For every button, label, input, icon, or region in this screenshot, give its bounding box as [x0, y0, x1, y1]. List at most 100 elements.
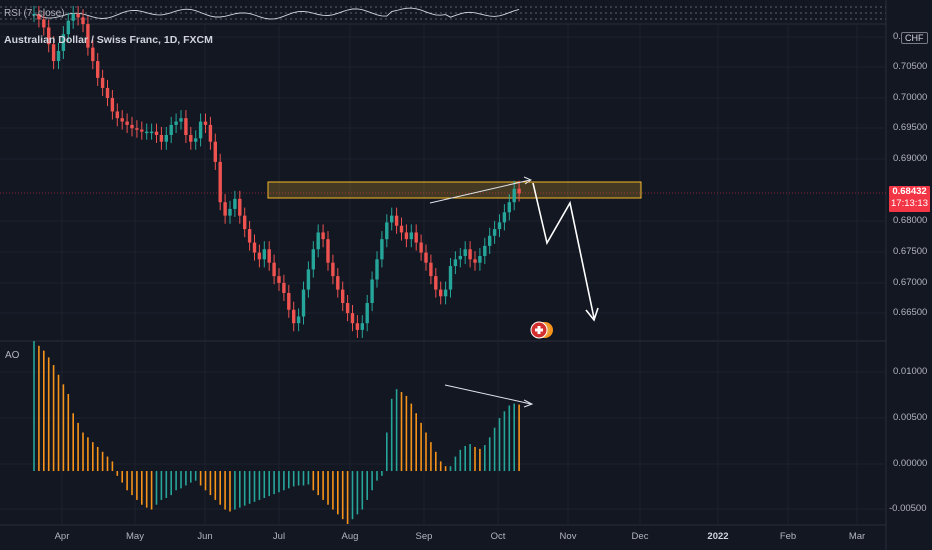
candle-body[interactable]	[419, 242, 423, 253]
candle-body[interactable]	[345, 303, 350, 314]
candle-body[interactable]	[380, 239, 384, 260]
candle-body[interactable]	[76, 14, 80, 18]
candle-body[interactable]	[404, 232, 409, 240]
candle-body[interactable]	[399, 225, 404, 233]
candle-body[interactable]	[184, 118, 188, 135]
candle-body[interactable]	[154, 131, 159, 135]
candle-body[interactable]	[100, 77, 105, 88]
candle-body[interactable]	[252, 242, 257, 253]
candle-body[interactable]	[355, 323, 360, 330]
candle-body[interactable]	[439, 289, 443, 297]
candle-body[interactable]	[331, 262, 335, 277]
candle-body[interactable]	[414, 232, 418, 243]
candle-body[interactable]	[96, 61, 100, 78]
candle-body[interactable]	[512, 188, 516, 203]
candle-body[interactable]	[174, 121, 178, 125]
candle-body[interactable]	[448, 266, 453, 290]
candle-body[interactable]	[91, 47, 95, 62]
candle-body[interactable]	[247, 229, 252, 243]
candle-body[interactable]	[66, 20, 70, 35]
candle-body[interactable]	[336, 276, 340, 290]
candle-body[interactable]	[32, 14, 36, 16]
candle-body[interactable]	[507, 202, 511, 213]
candle-body[interactable]	[365, 303, 369, 324]
candle-body[interactable]	[267, 249, 271, 263]
candle-body[interactable]	[473, 259, 477, 263]
candle-body[interactable]	[301, 289, 306, 317]
trendline-price[interactable]	[429, 179, 531, 204]
candle-body[interactable]	[37, 14, 41, 20]
candle-body[interactable]	[478, 255, 482, 263]
candle-body[interactable]	[341, 289, 345, 304]
candle-body[interactable]	[326, 239, 330, 263]
trendline-ao[interactable]	[444, 384, 532, 405]
candle-body[interactable]	[194, 138, 198, 142]
candle-body[interactable]	[56, 50, 61, 62]
candle-body[interactable]	[296, 316, 301, 324]
candle-body[interactable]	[282, 282, 286, 293]
candle-body[interactable]	[189, 134, 193, 142]
candle-body[interactable]	[179, 118, 183, 122]
candle-body[interactable]	[169, 124, 173, 135]
candle-body[interactable]	[492, 229, 497, 236]
candle-body[interactable]	[86, 24, 90, 48]
candle-body[interactable]	[277, 276, 281, 283]
candle-body[interactable]	[61, 34, 66, 51]
candle-body[interactable]	[292, 309, 296, 324]
candle-body[interactable]	[394, 215, 399, 226]
candle-body[interactable]	[213, 141, 217, 162]
candle-body[interactable]	[468, 249, 472, 260]
candle-body[interactable]	[223, 202, 227, 216]
candle-body[interactable]	[463, 249, 467, 256]
ao-histogram[interactable]	[33, 341, 520, 524]
candle-body[interactable]	[159, 134, 164, 142]
candle-body[interactable]	[233, 198, 237, 209]
candle-body[interactable]	[370, 279, 374, 304]
event-marker-icon[interactable]	[530, 321, 553, 339]
candle-body[interactable]	[316, 232, 320, 250]
projection-arrow[interactable]	[532, 182, 595, 319]
candle-body[interactable]	[434, 276, 438, 290]
candle-body[interactable]	[71, 14, 75, 21]
candle-body[interactable]	[105, 87, 110, 99]
candle-body[interactable]	[164, 134, 168, 142]
candle-body[interactable]	[502, 212, 507, 223]
candle-body[interactable]	[125, 121, 129, 125]
candle-body[interactable]	[375, 259, 379, 280]
candle-body[interactable]	[429, 262, 433, 277]
candle-body[interactable]	[306, 269, 311, 290]
candle-body[interactable]	[458, 255, 462, 260]
candle-body[interactable]	[130, 124, 134, 129]
candle-body[interactable]	[120, 118, 124, 122]
candle-body[interactable]	[81, 17, 85, 25]
candle-body[interactable]	[443, 289, 448, 297]
candle-body[interactable]	[390, 215, 394, 223]
candle-body[interactable]	[51, 44, 56, 62]
candle-body[interactable]	[409, 232, 413, 240]
candle-body[interactable]	[145, 131, 149, 134]
candle-body[interactable]	[42, 19, 46, 28]
candle-body[interactable]	[135, 128, 139, 130]
candle-body[interactable]	[238, 198, 242, 216]
candle-body[interactable]	[149, 131, 154, 134]
candle-body[interactable]	[488, 235, 492, 246]
candle-body[interactable]	[321, 232, 325, 240]
candle-body[interactable]	[228, 208, 232, 216]
candle-body[interactable]	[483, 245, 487, 256]
candle-body[interactable]	[243, 215, 247, 230]
drawings[interactable]	[429, 176, 599, 408]
candle-body[interactable]	[203, 121, 208, 125]
currency-badge[interactable]: CHF	[901, 32, 928, 44]
candle-body[interactable]	[385, 222, 389, 240]
resistance-zone[interactable]	[267, 181, 642, 199]
ao-legend[interactable]: AO	[5, 350, 20, 361]
candle-body[interactable]	[47, 27, 51, 45]
candle-body[interactable]	[424, 252, 428, 263]
rsi-legend[interactable]: RSI (7, close)	[4, 8, 65, 19]
candle-body[interactable]	[517, 188, 521, 194]
candle-body[interactable]	[311, 249, 315, 270]
candle-body[interactable]	[497, 222, 502, 230]
candle-body[interactable]	[287, 292, 291, 310]
candle-body[interactable]	[208, 124, 213, 142]
